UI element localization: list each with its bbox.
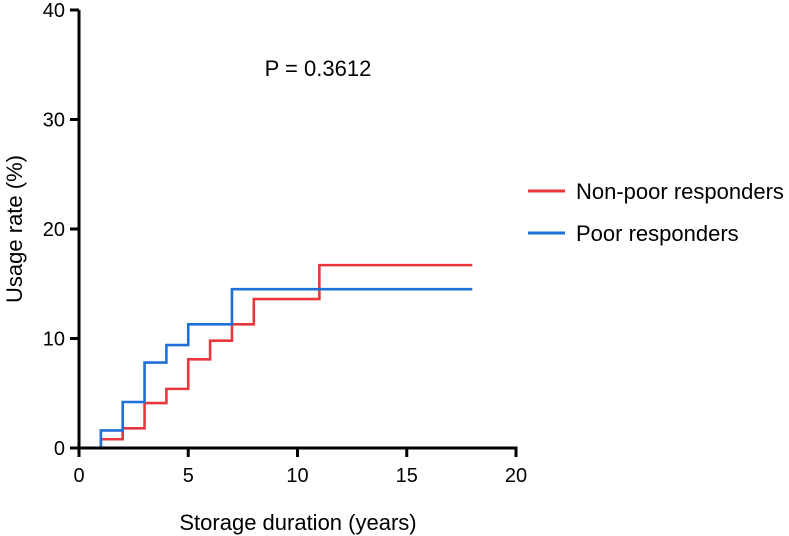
- ticks-layer: 0 10 20 30 40 0 5 10 15 20: [43, 0, 527, 487]
- y-axis-title: Usage rate (%): [2, 155, 27, 303]
- x-axis-title: Storage duration (years): [179, 510, 416, 535]
- x-tick-label: 20: [505, 465, 527, 487]
- y-tick-label: 0: [54, 438, 65, 460]
- y-tick-label: 40: [43, 0, 65, 22]
- series-line-poor-responders: [79, 287, 473, 450]
- series-line-non-poor-responders: [79, 263, 473, 450]
- x-tick-label: 5: [183, 465, 194, 487]
- legend: Non-poor responders Poor responders: [528, 179, 784, 246]
- y-tick-label: 10: [43, 329, 65, 351]
- x-tick-label: 10: [286, 465, 308, 487]
- x-tick-label: 0: [73, 465, 84, 487]
- y-tick-label: 30: [43, 110, 65, 132]
- p-value-annotation: P = 0.3612: [265, 56, 372, 81]
- x-tick-label: 15: [396, 465, 418, 487]
- y-tick-label: 20: [43, 219, 65, 241]
- legend-label-poor-responders: Poor responders: [576, 221, 739, 246]
- legend-label-non-poor-responders: Non-poor responders: [576, 179, 784, 204]
- series-layer: [79, 263, 473, 450]
